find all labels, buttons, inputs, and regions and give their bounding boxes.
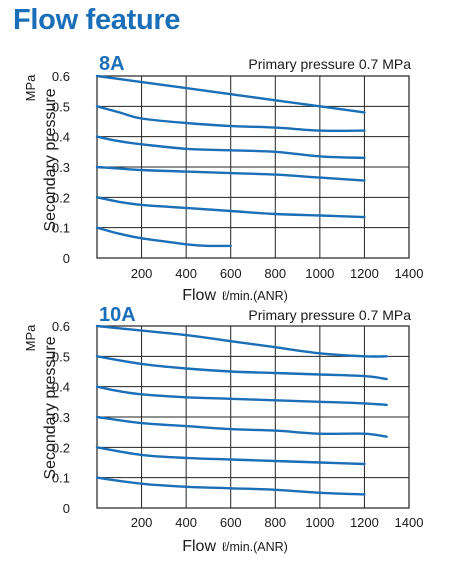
- chart1-title: 8A: [99, 53, 125, 75]
- chart2-series-line-5: [95, 446, 366, 466]
- chart2-y-tick-label: 0.6: [52, 319, 70, 334]
- chart2-x-tick-label: 1000: [305, 515, 334, 530]
- chart1-series-line-4: [95, 165, 366, 182]
- chart1-x-tick-label: 1400: [395, 266, 424, 281]
- chart2-y-tick-label: 0.5: [52, 349, 70, 364]
- chart1-series-line-3: [95, 135, 366, 160]
- chart1-series-line-6: [95, 226, 232, 248]
- chart2-y-axis-unit: MPa: [23, 324, 38, 352]
- chart2-y-tick-label: 0.2: [52, 440, 70, 455]
- chart2-series-line-4: [95, 415, 388, 438]
- chart1-x-axis-unit: ℓ/min.(ANR): [222, 289, 288, 303]
- chart2-x-tick-label: 600: [220, 515, 242, 530]
- chart1-y-tick-label: 0.1: [52, 221, 70, 236]
- chart2-x-tick-label: 1200: [350, 515, 379, 530]
- chart2-series-line-6: [95, 476, 366, 496]
- chart2-title: 10A: [99, 304, 136, 326]
- chart1-y-tick-label: 0.3: [52, 160, 70, 175]
- chart1-series-line-5: [95, 196, 366, 219]
- chart1-y-axis-label: Secondary pressure: [42, 88, 59, 231]
- chart1-series-line-2: [95, 105, 366, 133]
- chart1-x-tick-label: 1200: [350, 266, 379, 281]
- chart1-y-axis-unit: MPa: [23, 74, 38, 102]
- chart2-series-line-1: [95, 324, 388, 358]
- chart2-x-tick-label: 1400: [395, 515, 424, 530]
- chart1-x-tick-label: 800: [264, 266, 286, 281]
- chart2-y-tick-label: 0: [63, 501, 70, 516]
- chart1-x-tick-label: 400: [175, 266, 197, 281]
- chart1-x-axis-label: Flow: [182, 287, 216, 304]
- chart2-x-tick-label: 400: [175, 515, 197, 530]
- chart1-x-tick-label: 1000: [305, 266, 334, 281]
- chart2-x-axis-label: Flow: [182, 538, 216, 555]
- chart1-x-tick-label: 200: [131, 266, 153, 281]
- chart1-subtitle: Primary pressure 0.7 MPa: [248, 56, 411, 72]
- chart2-y-tick-label: 0.1: [52, 471, 70, 486]
- chart1-y-tick-label: 0.2: [52, 190, 70, 205]
- chart2-y-tick-label: 0.4: [52, 380, 70, 395]
- chart2-y-axis-label: Secondary pressure: [42, 336, 59, 479]
- chart1-y-tick-label: 0.5: [52, 99, 70, 114]
- chart1-y-tick-label: 0: [63, 251, 70, 266]
- chart2-y-tick-label: 0.3: [52, 410, 70, 425]
- chart2-subtitle: Primary pressure 0.7 MPa: [248, 307, 411, 323]
- chart1-y-tick-label: 0.4: [52, 130, 70, 145]
- chart1-series-line-1: [95, 74, 366, 114]
- chart1-x-tick-label: 600: [220, 266, 242, 281]
- chart2-series-line-3: [95, 385, 388, 407]
- chart2-x-tick-label: 200: [131, 515, 153, 530]
- page-title: Flow feature: [13, 4, 181, 36]
- chart1-y-tick-label: 0.6: [52, 69, 70, 84]
- chart2-x-axis-unit: ℓ/min.(ANR): [222, 540, 288, 554]
- chart2-series-line-2: [95, 355, 388, 381]
- chart2-x-tick-label: 800: [264, 515, 286, 530]
